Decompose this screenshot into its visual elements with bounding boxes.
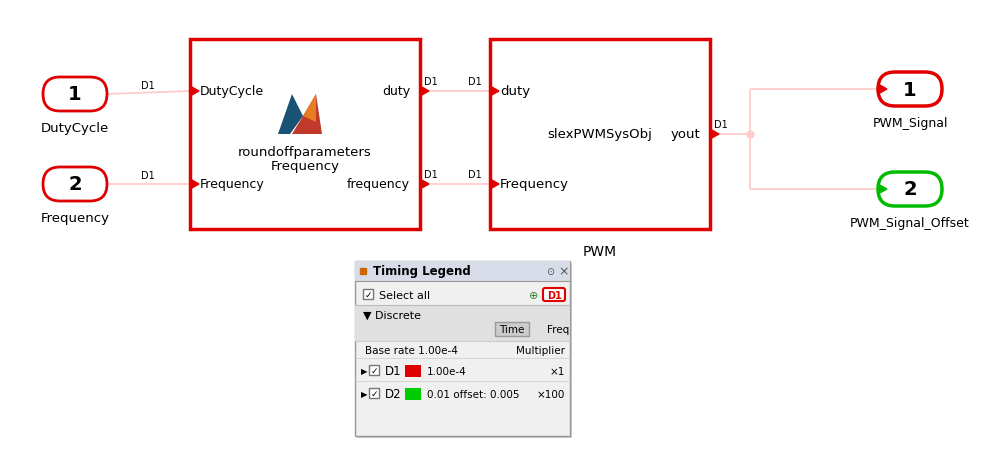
Text: ✓: ✓ (371, 389, 378, 397)
Polygon shape (878, 85, 887, 95)
FancyBboxPatch shape (43, 78, 107, 112)
Polygon shape (878, 185, 887, 195)
Text: slexPWMSysObj: slexPWMSysObj (547, 128, 652, 141)
Text: Frequency: Frequency (500, 178, 569, 191)
Text: PWM_Signal_Offset: PWM_Signal_Offset (850, 217, 970, 229)
Bar (355, 306, 570, 341)
Text: Frequency: Frequency (41, 211, 110, 225)
Text: ⊙: ⊙ (545, 267, 554, 277)
Text: duty: duty (500, 85, 530, 98)
Bar (369, 365, 379, 375)
Text: 1: 1 (68, 85, 82, 104)
Text: ✓: ✓ (365, 290, 372, 299)
Text: DutyCycle: DutyCycle (41, 122, 109, 135)
Text: duty: duty (382, 85, 410, 98)
Bar (405, 388, 421, 400)
Text: Base rate 1.00e-4: Base rate 1.00e-4 (365, 345, 458, 355)
Text: D1: D1 (546, 290, 561, 300)
Text: Multiplier: Multiplier (516, 345, 565, 355)
Text: PWM_Signal: PWM_Signal (872, 117, 948, 130)
Text: roundoffparameters: roundoffparameters (238, 146, 372, 159)
Text: ✓: ✓ (371, 366, 378, 375)
Text: 2: 2 (903, 180, 917, 199)
Text: yout: yout (670, 128, 700, 141)
Text: 0.01 offset: 0.005: 0.01 offset: 0.005 (427, 389, 519, 399)
Bar (357, 263, 572, 438)
Text: PWM: PWM (583, 245, 617, 258)
Text: Freq: Freq (546, 324, 569, 334)
Text: D1: D1 (468, 169, 482, 179)
Text: ▶: ▶ (361, 367, 368, 376)
Text: ⊕: ⊕ (529, 290, 538, 300)
FancyBboxPatch shape (878, 173, 942, 207)
Text: frequency: frequency (347, 178, 410, 191)
Polygon shape (710, 130, 719, 140)
Text: Timing Legend: Timing Legend (373, 265, 471, 278)
Polygon shape (190, 179, 199, 189)
Text: ×100: ×100 (536, 389, 565, 399)
Bar (355, 261, 570, 436)
Polygon shape (420, 87, 429, 97)
Bar (405, 365, 421, 377)
Bar (495, 322, 529, 336)
Text: D1: D1 (141, 81, 155, 91)
FancyBboxPatch shape (543, 288, 565, 301)
Text: D1: D1 (141, 170, 155, 180)
Text: 2: 2 (68, 175, 82, 194)
FancyBboxPatch shape (878, 73, 942, 107)
Bar (490, 40, 710, 229)
Text: 1: 1 (903, 80, 917, 99)
Bar (369, 388, 379, 398)
Text: Frequency: Frequency (200, 178, 265, 191)
Text: Time: Time (500, 324, 524, 334)
Bar (190, 40, 420, 229)
Text: Frequency: Frequency (271, 160, 340, 173)
Bar (363, 289, 373, 299)
Polygon shape (420, 179, 429, 189)
Text: ▼ Discrete: ▼ Discrete (363, 310, 421, 320)
Polygon shape (303, 95, 316, 123)
Bar (355, 261, 570, 281)
Text: 1.00e-4: 1.00e-4 (427, 366, 467, 376)
Text: D1: D1 (424, 169, 438, 179)
Text: D2: D2 (385, 387, 402, 401)
Polygon shape (292, 95, 322, 135)
Text: ×: × (558, 265, 569, 278)
Text: D1: D1 (714, 120, 727, 130)
Text: ▶: ▶ (361, 390, 368, 399)
Text: ×1: ×1 (549, 366, 565, 376)
Text: DutyCycle: DutyCycle (200, 85, 264, 98)
Polygon shape (190, 87, 199, 97)
Text: Select all: Select all (379, 290, 431, 300)
Polygon shape (490, 179, 499, 189)
Text: D1: D1 (468, 77, 482, 87)
Text: D1: D1 (424, 77, 438, 87)
FancyBboxPatch shape (43, 168, 107, 201)
Text: D1: D1 (385, 365, 402, 378)
Polygon shape (490, 87, 499, 97)
Polygon shape (278, 95, 303, 135)
